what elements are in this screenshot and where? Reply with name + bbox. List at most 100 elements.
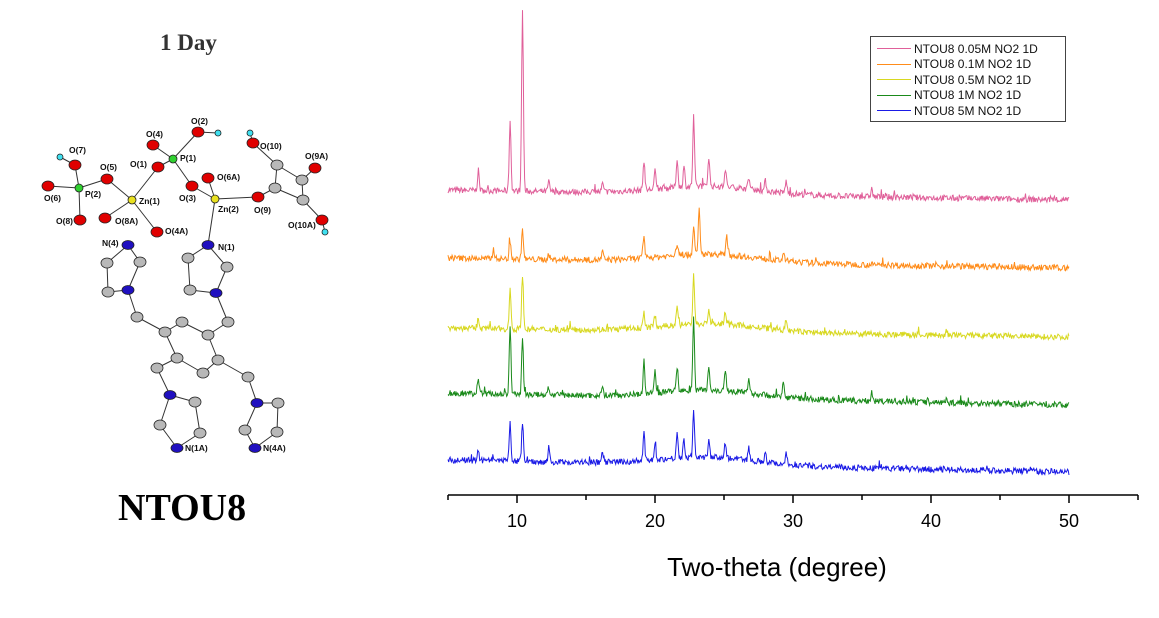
atom-c — [101, 286, 115, 298]
x-tick-label: 40 — [921, 511, 941, 531]
atom-c — [296, 194, 310, 206]
legend-item: NTOU8 1M NO2 1D — [877, 88, 1065, 104]
legend-item: NTOU8 5M NO2 1D — [877, 103, 1065, 119]
label-O10A: O(10A) — [288, 220, 316, 230]
atom-o — [100, 173, 114, 185]
label-O1: O(1) — [130, 159, 147, 169]
atom-c — [270, 159, 284, 171]
series-line-1 — [447, 207, 1070, 272]
atom-c — [175, 316, 189, 328]
atom-c — [211, 354, 225, 366]
x-tick-label: 10 — [507, 511, 527, 531]
atom-o — [73, 214, 87, 226]
label-O7: O(7) — [69, 145, 86, 155]
label-O4A: O(4A) — [165, 226, 188, 236]
x-tick-label: 50 — [1059, 511, 1079, 531]
atom-c — [133, 256, 147, 268]
x-axis-label: Two-theta (degree) — [667, 552, 887, 582]
legend-swatch — [877, 48, 911, 50]
atom-o — [185, 180, 199, 192]
atom-n — [209, 288, 223, 298]
label-O10: O(10) — [260, 141, 282, 151]
atom-zn — [127, 195, 137, 205]
x-tick-label: 20 — [645, 511, 665, 531]
atom-o — [191, 126, 205, 138]
atom-o — [151, 161, 165, 173]
legend-swatch — [877, 63, 911, 65]
atom-labels: O(2) O(4) P(1) O(1) O(3) Zn(1) O(5) P(2)… — [44, 116, 328, 453]
legend-swatch — [877, 110, 911, 112]
atom-h — [214, 129, 222, 137]
label-O3: O(3) — [179, 193, 196, 203]
series-line-3 — [447, 316, 1070, 409]
atom-h — [246, 129, 254, 137]
legend-label: NTOU8 0.1M NO2 1D — [914, 57, 1032, 72]
label-O9: O(9) — [254, 205, 271, 215]
atom-o — [251, 191, 265, 203]
atom-c — [295, 174, 309, 186]
label-O8A: O(8A) — [115, 216, 138, 226]
label-P1: P(1) — [180, 153, 196, 163]
atom-c — [220, 261, 234, 273]
series-line-0 — [447, 10, 1070, 204]
atom-c — [170, 352, 184, 364]
label-N4: N(4) — [102, 238, 119, 248]
atom-c — [188, 396, 202, 408]
atom-h — [56, 153, 64, 161]
atom-n — [170, 443, 184, 453]
atom-c — [181, 252, 195, 264]
atom-o — [150, 226, 164, 238]
atom-c — [268, 182, 282, 194]
traces — [447, 10, 1070, 476]
atom-c — [193, 427, 207, 439]
panel-title: 1 Day — [160, 30, 217, 55]
legend-item: NTOU8 0.5M NO2 1D — [877, 72, 1065, 88]
atom-o — [41, 180, 55, 192]
atom-c — [270, 426, 284, 438]
label-O5: O(5) — [100, 162, 117, 172]
atom-c — [238, 424, 252, 436]
label-P2: P(2) — [85, 189, 101, 199]
atom-o — [68, 159, 82, 171]
label-N1A: N(1A) — [185, 443, 208, 453]
label-O6: O(6) — [44, 193, 61, 203]
atom-c — [100, 257, 114, 269]
legend: NTOU8 0.05M NO2 1D NTOU8 0.1M NO2 1D NTOU8… — [870, 36, 1066, 122]
legend-swatch — [877, 94, 911, 96]
x-axis-ticks: 10 20 30 40 50 — [447, 495, 1139, 531]
label-O6A: O(6A) — [217, 172, 240, 182]
atom-o — [308, 162, 322, 174]
atom-o — [315, 214, 329, 226]
label-O2: O(2) — [191, 116, 208, 126]
atom-o — [246, 137, 260, 149]
compound-name: NTOU8 — [118, 487, 247, 529]
legend-label: NTOU8 0.5M NO2 1D — [914, 72, 1032, 87]
atom-p — [74, 183, 84, 193]
atom-n — [201, 240, 215, 250]
label-O4: O(4) — [146, 129, 163, 139]
label-N1: N(1) — [218, 242, 235, 252]
atom-n — [163, 390, 177, 400]
atom-n — [248, 443, 262, 453]
atom-n — [121, 285, 135, 295]
label-O9A: O(9A) — [305, 151, 328, 161]
atom-n — [121, 240, 135, 250]
atoms — [41, 126, 329, 453]
atom-c — [183, 284, 197, 296]
atom-h — [321, 228, 329, 236]
atom-c — [271, 397, 285, 409]
legend-swatch — [877, 79, 911, 81]
label-N4A: N(4A) — [263, 443, 286, 453]
x-tick-label: 30 — [783, 511, 803, 531]
atom-c — [201, 329, 215, 341]
atom-o — [201, 172, 215, 184]
legend-label: NTOU8 1M NO2 1D — [914, 88, 1022, 103]
legend-label: NTOU8 5M NO2 1D — [914, 103, 1022, 118]
label-Zn2: Zn(2) — [218, 204, 239, 214]
series-line-2 — [447, 273, 1070, 342]
legend-item: NTOU8 0.1M NO2 1D — [877, 57, 1065, 73]
legend-item: NTOU8 0.05M NO2 1D — [877, 41, 1065, 57]
label-O8: O(8) — [56, 216, 73, 226]
